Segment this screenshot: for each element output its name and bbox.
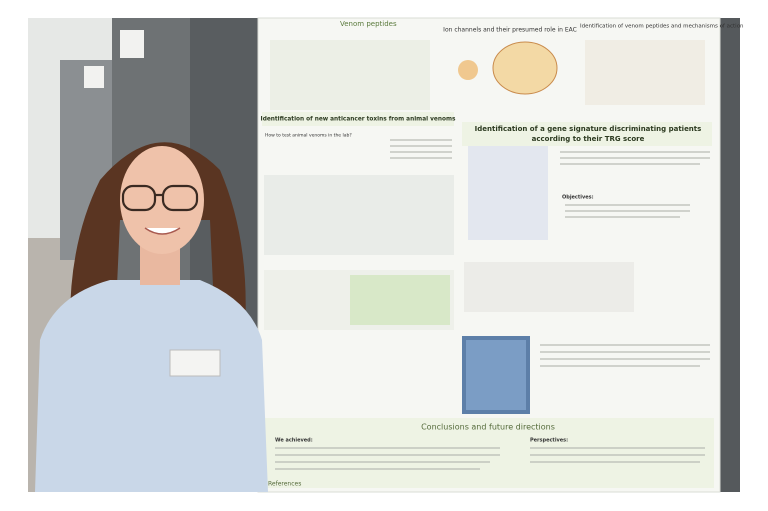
section-title: Identification of a gene signature discr…: [474, 125, 702, 143]
section-header: Identification of venom peptides and mec…: [580, 24, 744, 30]
person: [35, 142, 268, 492]
label: References: [268, 481, 301, 488]
label: We achieved:: [275, 438, 313, 444]
cell-diagram: [458, 60, 478, 80]
text-lines: [275, 139, 710, 470]
subtitle: How to test animal venoms in the lab?: [265, 133, 352, 139]
section-header: Ion channels and their presumed role in …: [443, 27, 577, 34]
title-box: [462, 122, 712, 146]
smile: [144, 227, 181, 235]
cell-diagram: [492, 41, 558, 95]
shirt: [35, 280, 268, 492]
board-right: [718, 18, 740, 492]
plot: [264, 175, 454, 255]
section-header: Venom peptides: [340, 20, 397, 28]
figures: [264, 40, 705, 414]
badge: [169, 349, 221, 377]
figure: [270, 40, 430, 110]
note: [84, 66, 104, 88]
conclusions-box: [262, 418, 714, 488]
poster-border: [257, 17, 721, 493]
label: Objectives:: [562, 195, 594, 201]
note: [120, 30, 144, 58]
title-box: [262, 112, 454, 126]
section-title-wrap: Identification of a gene signature discr…: [474, 125, 702, 143]
table-figure: [464, 262, 634, 312]
heatmap: [466, 340, 526, 410]
figure: [585, 40, 705, 105]
section-title: Conclusions and future directions: [421, 423, 555, 432]
section-title: Identification of new anticancer toxins …: [261, 117, 456, 123]
glasses: [121, 184, 199, 212]
figure: [468, 145, 548, 240]
table-figure: [350, 275, 450, 325]
label: Perspectives:: [530, 438, 568, 444]
